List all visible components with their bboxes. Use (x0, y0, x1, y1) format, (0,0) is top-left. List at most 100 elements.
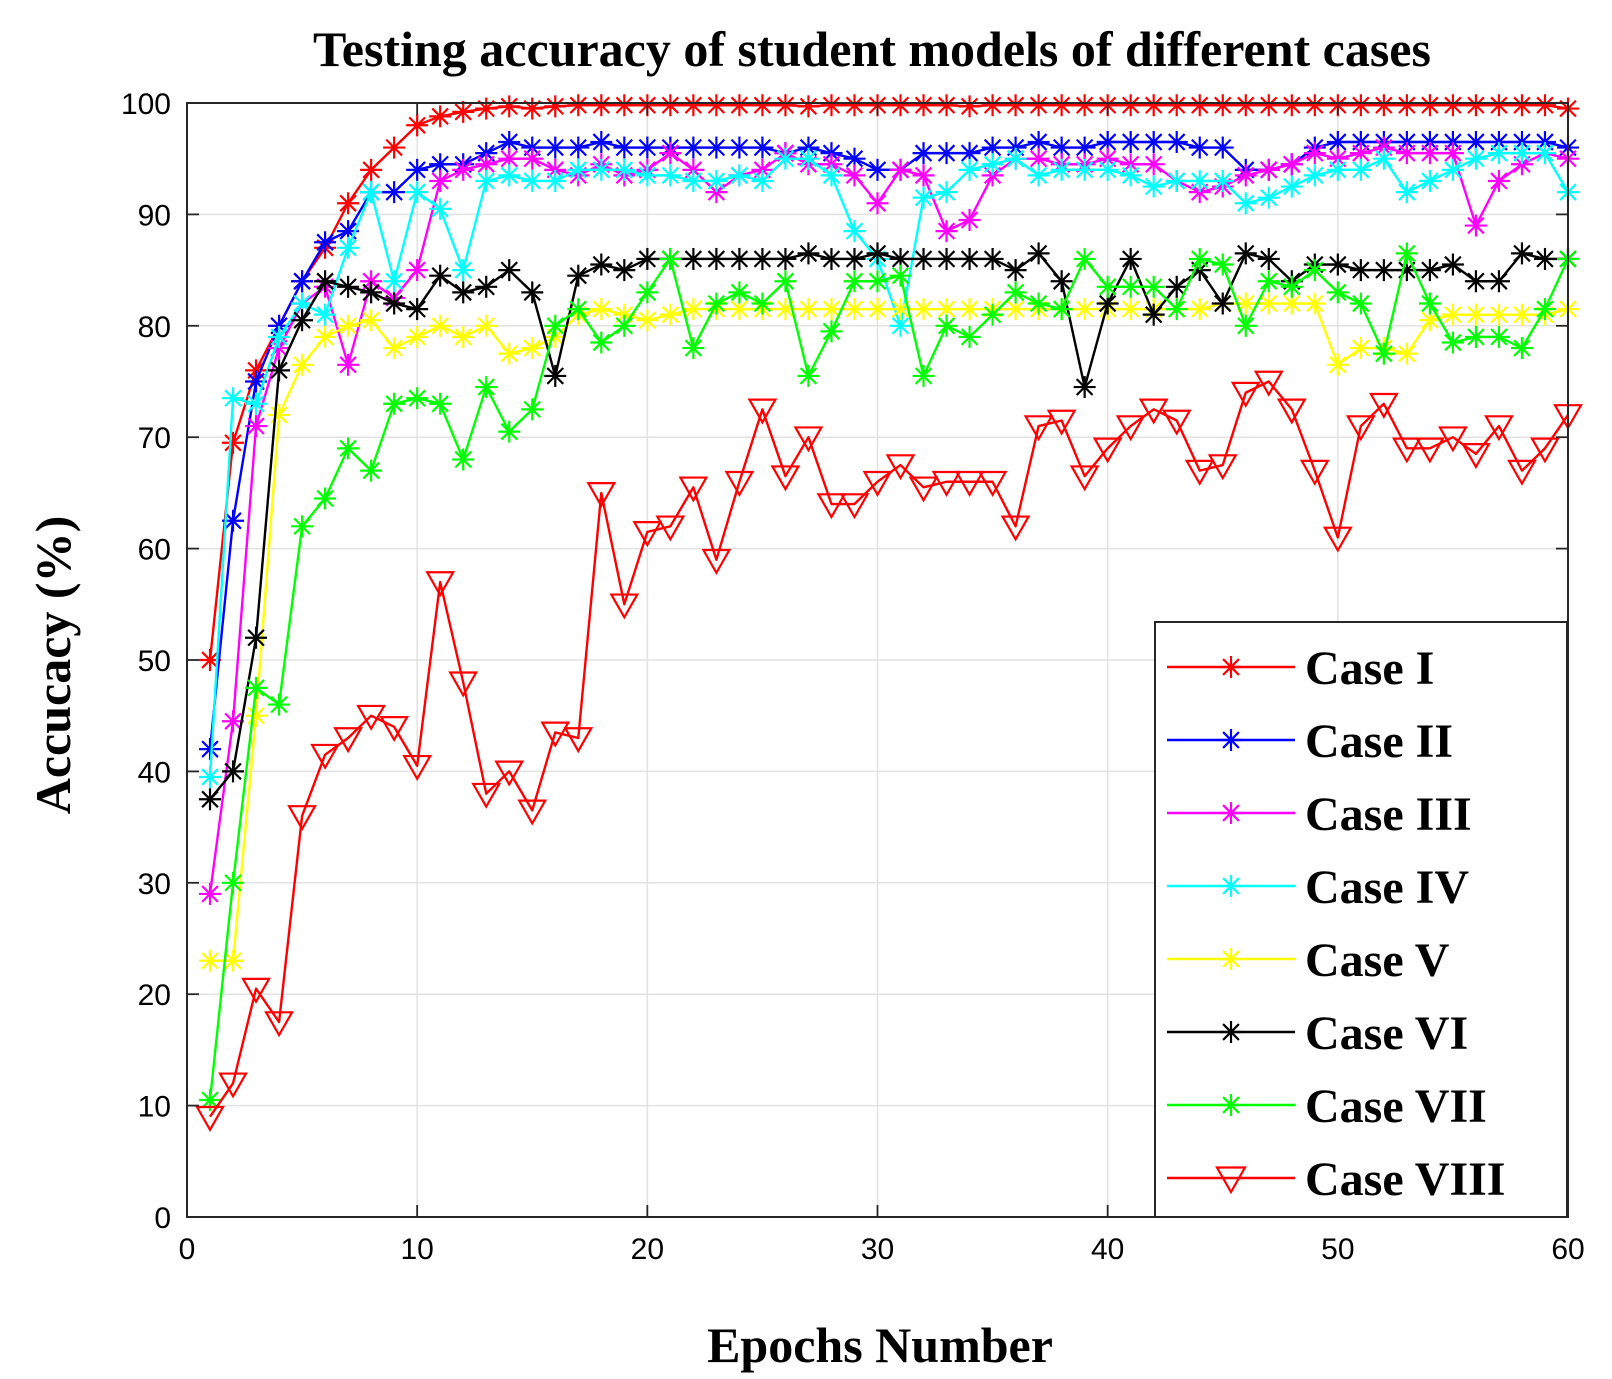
data-point (475, 376, 498, 399)
data-point (774, 247, 797, 270)
data-point-d2 (247, 679, 265, 697)
data-point-d2 (1444, 255, 1462, 274)
legend-label: Case III (1305, 788, 1472, 841)
data-point (1322, 526, 1353, 553)
data-point (912, 364, 935, 387)
data-point-d2 (1329, 161, 1347, 179)
data-point (958, 142, 981, 165)
data-point (406, 387, 429, 410)
data-point (1004, 298, 1027, 321)
data-point-d2 (1260, 96, 1278, 114)
data-point (222, 871, 245, 894)
data-point-d2 (1191, 172, 1209, 190)
data-point (862, 470, 893, 497)
data-point (1188, 247, 1211, 270)
data-point-d2 (799, 97, 818, 116)
data-point (1487, 94, 1510, 117)
data-point (245, 415, 268, 438)
data-point (291, 353, 314, 376)
data-point (659, 164, 682, 187)
data-point (793, 426, 824, 453)
data-point (498, 420, 521, 443)
data-point (774, 270, 797, 293)
data-point-d2 (224, 434, 242, 452)
data-point-d2 (1029, 133, 1048, 151)
data-point-d2 (661, 166, 680, 185)
data-point (1326, 281, 1349, 304)
data-point (314, 325, 337, 348)
data-point (1533, 94, 1556, 117)
data-point (1119, 164, 1142, 187)
data-point (291, 309, 314, 332)
data-point (1000, 515, 1031, 542)
data-point (590, 253, 613, 276)
data-point (1234, 242, 1257, 265)
data-point-d2 (362, 311, 380, 329)
data-point (544, 136, 567, 159)
data-point (429, 264, 452, 287)
data-point (429, 169, 452, 192)
data-point-d2 (1121, 278, 1140, 296)
legend-marker (1220, 875, 1242, 897)
data-point-d2 (1098, 278, 1117, 296)
data-point-d2 (1375, 344, 1393, 363)
y-tick-label: 30 (138, 868, 171, 901)
data-point-d2 (845, 300, 864, 318)
data-point (245, 676, 268, 699)
data-point (498, 259, 521, 282)
data-point-d2 (1121, 96, 1140, 114)
data-point (383, 337, 406, 360)
data-point (931, 470, 962, 497)
data-point (1441, 303, 1464, 326)
data-point-d2 (362, 283, 380, 302)
data-point (567, 94, 590, 117)
data-point (1119, 298, 1142, 321)
data-point-d2 (684, 172, 703, 190)
data-point (1234, 192, 1257, 215)
data-point (406, 158, 429, 181)
data-point-d2 (1444, 305, 1462, 324)
data-point-d2 (1467, 150, 1485, 168)
data-point-d2 (1052, 96, 1071, 114)
data-point-d2 (661, 96, 680, 114)
data-point (1418, 259, 1441, 282)
data-point (218, 1072, 248, 1099)
data-point-d2 (937, 317, 956, 335)
data-point-d2 (891, 250, 910, 268)
data-point (199, 788, 222, 811)
data-point-d2 (868, 272, 887, 290)
data-point-d2 (1260, 272, 1278, 290)
data-point (291, 515, 314, 538)
data-point (613, 314, 636, 337)
data-point-d2 (1237, 244, 1255, 263)
data-point (402, 754, 433, 782)
x-axis-label: Epochs Number (707, 1317, 1053, 1373)
data-point-d2 (385, 395, 403, 413)
data-point (268, 403, 291, 426)
data-point-d2 (1029, 150, 1048, 168)
data-point (1142, 130, 1165, 153)
data-point (429, 392, 452, 415)
x-tick-label: 30 (861, 1233, 894, 1266)
legend-item-7: Case VII (1167, 1080, 1487, 1133)
data-point-d2 (776, 272, 795, 290)
data-point-d2 (615, 317, 634, 335)
data-point-d2 (1006, 96, 1025, 114)
data-point-d2 (293, 356, 311, 374)
legend-marker (1220, 729, 1242, 751)
data-point-d2 (960, 211, 979, 229)
legend-marker (1220, 1094, 1242, 1116)
data-point (1438, 426, 1468, 453)
data-point (843, 220, 866, 243)
data-point-d2 (730, 166, 749, 185)
data-point-d2 (1513, 96, 1531, 114)
data-point (1510, 94, 1533, 117)
data-point (1257, 158, 1280, 181)
data-point (241, 977, 271, 1004)
legend-label: Case V (1305, 934, 1450, 987)
data-point (1096, 158, 1119, 181)
data-point-d2 (983, 250, 1002, 268)
data-point-d2 (247, 417, 265, 435)
data-point (1027, 242, 1050, 265)
data-point-d2 (1536, 144, 1554, 162)
